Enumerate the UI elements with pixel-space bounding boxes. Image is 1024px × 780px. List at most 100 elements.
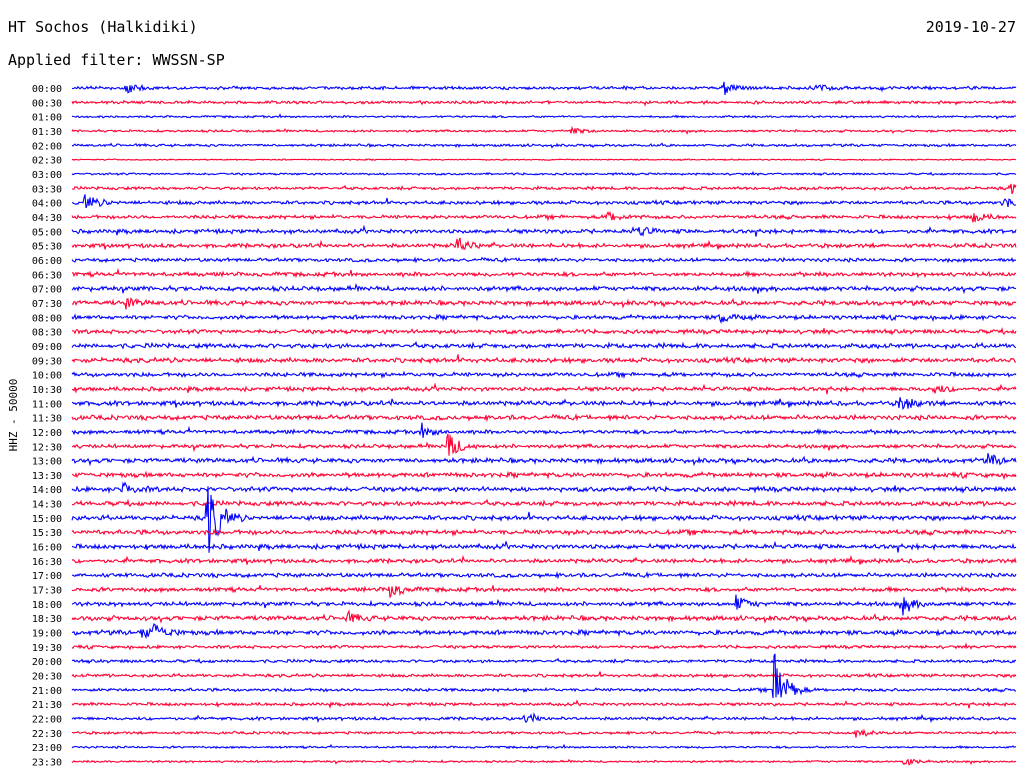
trace-0900 [71, 340, 1017, 351]
time-label: 08:30 [32, 328, 62, 339]
time-label: 10:30 [32, 385, 62, 396]
time-label: 05:30 [32, 242, 62, 253]
time-label: 02:00 [32, 141, 62, 152]
trace-1030 [71, 382, 1017, 395]
trace-1730 [71, 585, 1017, 598]
trace-0100 [71, 113, 1017, 120]
trace-0600 [71, 256, 1017, 264]
trace-2030 [71, 671, 1017, 679]
time-label: 22:30 [32, 729, 62, 740]
time-label: 11:30 [32, 414, 62, 425]
time-label: 15:30 [32, 528, 62, 539]
time-label: 20:00 [32, 657, 62, 668]
trace-1530 [71, 527, 1017, 537]
time-label: 18:00 [32, 600, 62, 611]
trace-0630 [71, 267, 1017, 279]
trace-1800 [71, 594, 1017, 616]
trace-0800 [71, 313, 1017, 325]
time-label: 09:00 [32, 342, 62, 353]
trace-0700 [71, 283, 1017, 295]
time-label: 18:30 [32, 614, 62, 625]
trace-1100 [71, 397, 1017, 411]
time-label: 17:00 [32, 571, 62, 582]
time-label: 13:30 [32, 471, 62, 482]
trace-0200 [71, 142, 1017, 149]
time-label: 10:00 [32, 371, 62, 382]
trace-2130 [71, 699, 1017, 710]
trace-0330 [71, 183, 1017, 195]
trace-0400 [71, 194, 1017, 209]
trace-1700 [71, 571, 1017, 580]
time-label: 22:00 [32, 715, 62, 726]
trace-0500 [71, 224, 1017, 237]
time-label: 19:30 [32, 643, 62, 654]
time-label: 21:00 [32, 686, 62, 697]
trace-1400 [71, 481, 1017, 494]
trace-1200 [71, 422, 1017, 438]
time-label: 19:00 [32, 629, 62, 640]
time-label: 17:30 [32, 586, 62, 597]
trace-2200 [71, 711, 1017, 724]
trace-0830 [71, 327, 1017, 336]
trace-1230 [71, 433, 1017, 456]
trace-1330 [71, 470, 1017, 481]
station-title: HT Sochos (Halkidiki) [8, 18, 198, 36]
time-label: 07:30 [32, 299, 62, 310]
trace-0430 [71, 210, 1017, 223]
trace-0530 [71, 237, 1017, 251]
trace-1900 [72, 623, 1017, 640]
trace-1600 [71, 540, 1017, 553]
time-label: 16:30 [32, 557, 62, 568]
time-label: 14:00 [32, 485, 62, 496]
time-label: 01:30 [32, 127, 62, 138]
trace-2300 [71, 743, 1016, 750]
trace-0930 [71, 354, 1017, 365]
trace-0730 [71, 297, 1017, 310]
time-label: 00:00 [32, 84, 62, 95]
time-label: 14:30 [32, 500, 62, 511]
time-label: 03:30 [32, 184, 62, 195]
time-label: 03:00 [32, 170, 62, 181]
trace-1830 [71, 609, 1017, 624]
trace-1130 [71, 413, 1017, 423]
time-label: 06:00 [32, 256, 62, 267]
trace-0000 [71, 81, 1017, 95]
time-label: 02:30 [32, 156, 62, 167]
trace-1300 [71, 453, 1017, 467]
time-label: 20:30 [32, 672, 62, 683]
time-label: 07:00 [32, 285, 62, 296]
trace-1430 [71, 498, 1017, 508]
trace-2330 [71, 758, 1017, 766]
trace-2100 [71, 653, 1016, 699]
time-label: 09:30 [32, 356, 62, 367]
trace-1000 [71, 370, 1017, 379]
time-label: 23:30 [32, 758, 62, 769]
filter-label: Applied filter: WWSSN-SP [8, 51, 225, 69]
trace-1630 [71, 554, 1017, 566]
time-label: 12:30 [32, 442, 62, 453]
time-label: 13:00 [32, 457, 62, 468]
trace-0230 [71, 158, 1017, 162]
date-label: 2019-10-27 [925, 18, 1016, 36]
trace-2000 [71, 657, 1017, 665]
trace-2230 [71, 728, 1017, 738]
time-label: 15:00 [32, 514, 62, 525]
trace-1500 [71, 486, 1017, 553]
time-label: 11:00 [32, 399, 62, 410]
time-label: 06:30 [32, 270, 62, 281]
time-label: 12:00 [32, 428, 62, 439]
time-label: 05:00 [32, 227, 62, 238]
time-label: 04:00 [32, 199, 62, 210]
time-label: 21:30 [32, 700, 62, 711]
time-label: 23:00 [32, 743, 62, 754]
time-label: 00:30 [32, 98, 62, 109]
trace-0030 [71, 99, 1017, 107]
time-label: 16:00 [32, 543, 62, 554]
trace-1930 [71, 642, 1017, 651]
time-label: 04:30 [32, 213, 62, 224]
trace-0130 [71, 125, 1017, 135]
time-label: 01:00 [32, 113, 62, 124]
trace-0300 [71, 170, 1017, 177]
time-label: 08:00 [32, 313, 62, 324]
